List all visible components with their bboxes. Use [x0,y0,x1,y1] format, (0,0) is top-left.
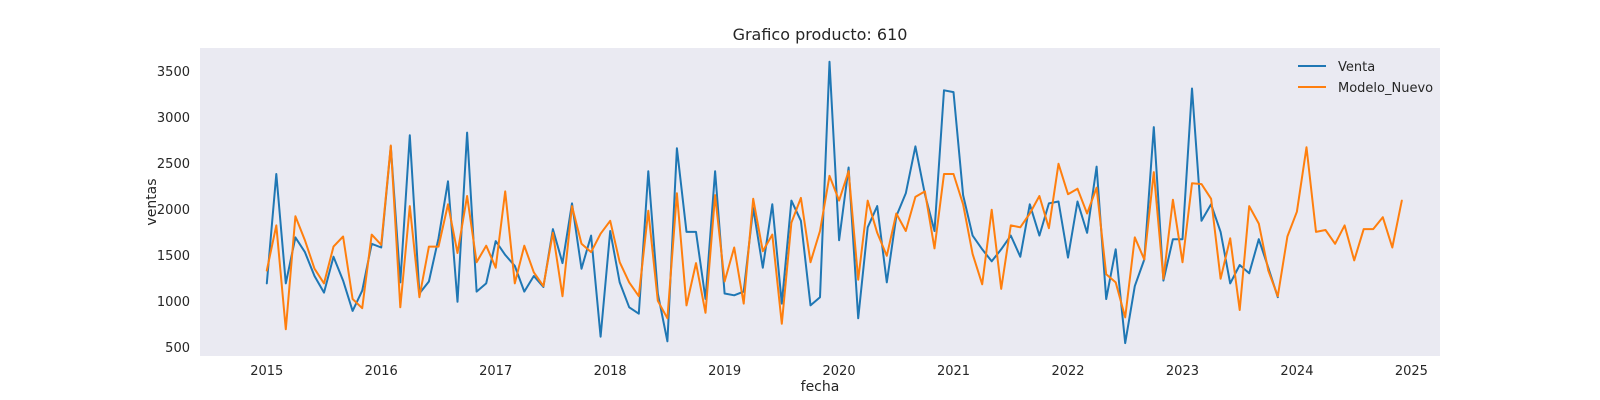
x-axis: 2015 2016 2017 2018 2019 2020 2021 2022 2023 2024… [250,364,1428,379]
x-tick-label: 2015 [250,364,283,379]
y-tick-label: 2000 [157,203,190,218]
legend-label: Venta [1338,60,1375,75]
x-axis-label: fecha [801,379,840,395]
chart-title: Grafico producto: 610 [733,25,908,44]
plot-background [200,48,1440,356]
y-axis-label: ventas [144,178,160,225]
y-tick-label: 500 [165,341,190,356]
x-tick-label: 2018 [594,364,627,379]
y-tick-label: 1500 [157,249,190,264]
y-axis: 500 1000 1500 2000 2500 3000 3500 [157,65,190,356]
y-tick-label: 2500 [157,157,190,172]
legend: Venta Modelo_Nuevo [1298,60,1433,96]
y-tick-label: 1000 [157,295,190,310]
y-tick-label: 3000 [157,111,190,126]
series-layer [265,60,1403,345]
x-tick-label: 2021 [937,364,970,379]
x-tick-label: 2019 [708,364,741,379]
legend-label: Modelo_Nuevo [1338,81,1433,96]
x-tick-label: 2023 [1166,364,1199,379]
y-tick-label: 3500 [157,65,190,80]
series-line-modelo-nuevo [265,144,1403,331]
x-tick-label: 2025 [1395,364,1428,379]
series-line-venta [265,60,1279,345]
x-tick-label: 2016 [365,364,398,379]
x-tick-label: 2024 [1280,364,1313,379]
x-tick-label: 2020 [823,364,856,379]
x-tick-label: 2022 [1051,364,1084,379]
x-tick-label: 2017 [479,364,512,379]
